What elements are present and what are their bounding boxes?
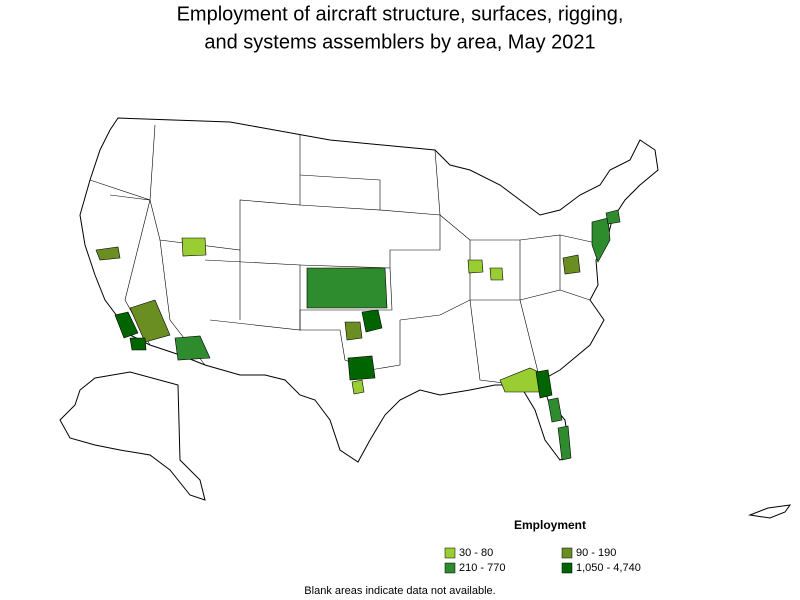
map — [59, 117, 792, 519]
area — [129, 299, 171, 343]
area — [306, 267, 388, 309]
legend-swatch — [444, 547, 456, 559]
area — [562, 254, 581, 275]
area — [605, 209, 621, 225]
area — [535, 369, 553, 399]
title-line: Employment of aircraft structure, surfac… — [177, 3, 624, 25]
alaska — [59, 371, 206, 501]
area — [95, 246, 121, 261]
area — [181, 237, 207, 257]
legend-label: 90 - 190 — [576, 547, 616, 559]
legend-title: Employment — [514, 518, 586, 532]
highlighted-areas — [95, 209, 621, 461]
area — [489, 267, 504, 281]
legend-label: 1,050 - 4,740 — [576, 562, 641, 574]
hawaii — [748, 504, 792, 519]
area — [174, 335, 211, 361]
area — [347, 355, 376, 381]
area — [351, 379, 365, 395]
area — [467, 259, 484, 274]
area — [591, 217, 611, 263]
legend-swatch — [444, 562, 456, 574]
area — [344, 321, 363, 341]
area — [129, 337, 147, 351]
footnote: Blank areas indicate data not available. — [304, 585, 495, 597]
legend-swatch — [561, 547, 573, 559]
area — [361, 309, 383, 333]
area — [114, 311, 139, 339]
area — [547, 397, 563, 423]
title-line: and systems assemblers by area, May 2021 — [204, 31, 595, 53]
area — [557, 425, 572, 461]
legend-label: 30 - 80 — [459, 547, 493, 559]
legend-swatch — [561, 562, 573, 574]
legend: Employment 30 - 80 90 - 190 210 - 770 1,050… — [444, 518, 641, 574]
legend-label: 210 - 770 — [459, 562, 505, 574]
